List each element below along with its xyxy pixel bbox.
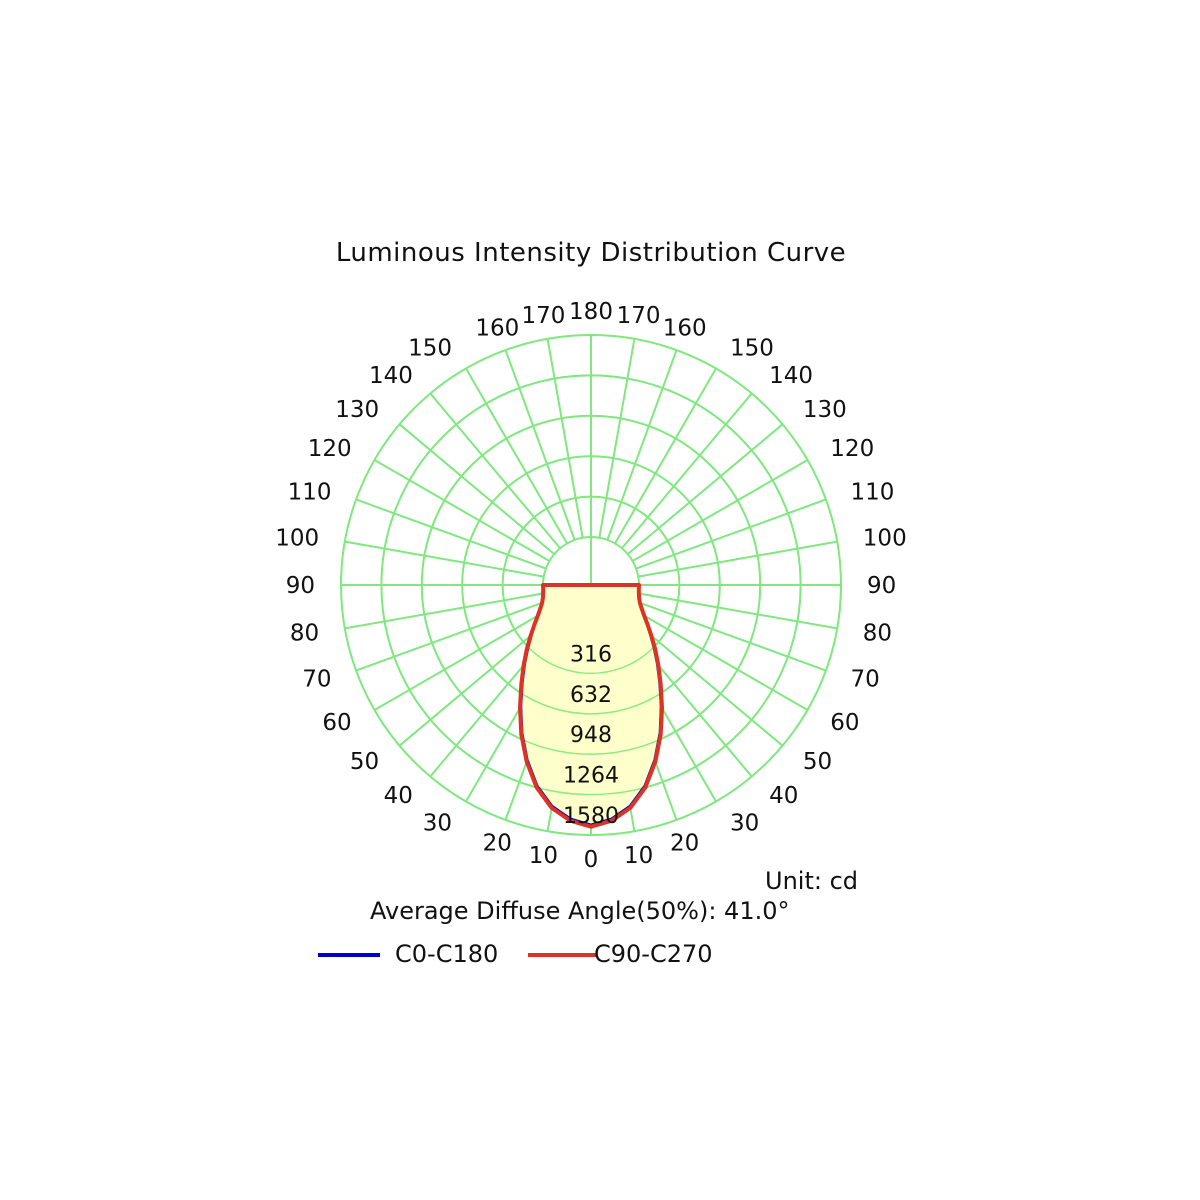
radial-tick-label: 1580	[563, 804, 619, 829]
angle-label: 20	[670, 831, 699, 857]
grid-spoke	[635, 600, 827, 672]
angle-label: 160	[663, 316, 707, 342]
grid-spoke	[627, 423, 784, 555]
grid-ring-overlay	[461, 455, 721, 715]
angle-label: 110	[288, 479, 332, 505]
angle-label: 50	[803, 749, 832, 775]
grid-spoke	[638, 540, 838, 578]
grid-spoke	[504, 349, 576, 541]
curve-fill	[340, 334, 842, 836]
radial-tick-label: 632	[570, 683, 612, 708]
series-curves	[518, 583, 664, 829]
angle-label: 30	[730, 810, 759, 836]
angle-label: 30	[423, 810, 452, 836]
chart-title: Luminous Intensity Distribution Curve	[335, 238, 847, 268]
grid-spoke	[465, 367, 568, 544]
angle-label: 80	[863, 621, 892, 647]
angle-label: 180	[569, 299, 613, 325]
radial-tick-label: 316	[570, 642, 612, 667]
grid-spoke	[373, 459, 550, 562]
angle-label: 110	[851, 479, 895, 505]
angle-label: 120	[830, 436, 874, 462]
angle-label: 50	[350, 749, 379, 775]
angle-label: 90	[867, 573, 896, 599]
angle-label: 160	[475, 316, 519, 342]
angle-label: 60	[322, 710, 351, 736]
angle-label: 170	[617, 303, 661, 329]
angle-label: 70	[302, 667, 331, 693]
radial-tick-label: 948	[570, 723, 612, 748]
angle-label: 100	[863, 525, 907, 551]
grid-spoke	[638, 592, 838, 630]
grid-spoke	[635, 498, 827, 570]
series-curve-c90-c270	[518, 583, 664, 829]
grid-spoke	[398, 423, 555, 555]
grid-spoke	[344, 540, 544, 578]
angle-label: 60	[830, 710, 859, 736]
grid-spoke	[598, 338, 636, 538]
angle-label: 10	[624, 843, 653, 869]
legend-swatch-c90-c270	[528, 953, 596, 957]
grid-spoke	[621, 392, 753, 549]
radial-tick-label: 1264	[563, 764, 619, 789]
angle-label: 150	[730, 336, 774, 362]
angle-label: 40	[769, 783, 798, 809]
legend-label-c0-c180: C0-C180	[395, 940, 499, 968]
grid-spoke	[355, 498, 547, 570]
angle-label: 80	[290, 621, 319, 647]
grid-ring-overlay	[501, 495, 681, 675]
angle-label: 10	[529, 843, 558, 869]
grid-ring-overlay	[380, 374, 802, 796]
angle-label: 130	[335, 397, 379, 423]
angle-label: 140	[769, 363, 813, 389]
legend-label-c90-c270: C90-C270	[594, 940, 713, 968]
average-diffuse-angle: Average Diffuse Angle(50%): 41.0°	[370, 897, 790, 925]
angle-label: 0	[584, 847, 599, 873]
radial-tick-labels: 316 632 948 1264 1580	[563, 642, 619, 829]
angle-label: 100	[275, 525, 319, 551]
angle-label: 40	[384, 783, 413, 809]
angle-label: 90	[286, 573, 315, 599]
angle-label: 140	[369, 363, 413, 389]
grid-spoke	[606, 349, 678, 541]
unit-label: Unit: cd	[765, 867, 858, 895]
grid-spoke	[355, 600, 547, 672]
grid-spoke	[614, 367, 717, 544]
angle-label: 170	[521, 303, 565, 329]
angle-label: 70	[851, 667, 880, 693]
legend: C0-C180 C90-C270	[318, 940, 738, 970]
angle-label: 120	[308, 436, 352, 462]
curve-fill-area	[520, 585, 662, 827]
grid-spoke	[373, 608, 550, 711]
grid-spoke	[546, 338, 584, 538]
grid-ring-overlay	[421, 415, 761, 755]
grid-spoke	[632, 459, 809, 562]
angle-label: 130	[803, 397, 847, 423]
grid-spoke	[632, 608, 809, 711]
grid-ring-overlay	[340, 334, 842, 836]
angle-label: 20	[483, 831, 512, 857]
angle-label: 150	[408, 336, 452, 362]
legend-swatch-c0-c180	[318, 953, 380, 957]
grid-spoke	[429, 392, 561, 549]
grid-spoke	[344, 592, 544, 630]
